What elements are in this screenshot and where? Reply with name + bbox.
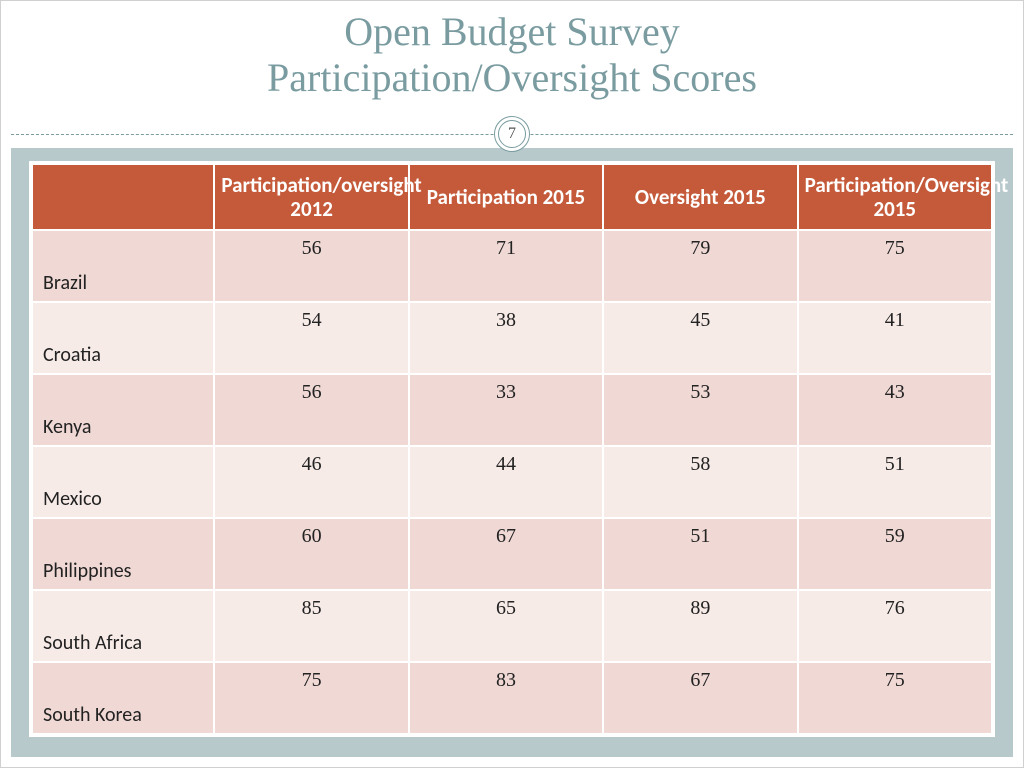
scores-table-wrap: Participation/oversight 2012 Participati…: [29, 161, 995, 737]
page-number-circle: 7: [494, 116, 530, 152]
header-2012: Participation/oversight 2012: [214, 164, 408, 230]
cell-value: 75: [214, 662, 408, 734]
cell-country: Brazil: [32, 230, 214, 302]
cell-value: 58: [603, 446, 797, 518]
cell-value: 44: [409, 446, 603, 518]
cell-value: 51: [798, 446, 992, 518]
cell-value: 60: [214, 518, 408, 590]
cell-country: Croatia: [32, 302, 214, 374]
cell-value: 75: [798, 662, 992, 734]
cell-value: 56: [214, 230, 408, 302]
page-number: 7: [498, 120, 526, 148]
cell-value: 51: [603, 518, 797, 590]
cell-value: 83: [409, 662, 603, 734]
cell-country: South Africa: [32, 590, 214, 662]
slide-title: Open Budget Survey Participation/Oversig…: [1, 9, 1023, 101]
cell-value: 76: [798, 590, 992, 662]
cell-value: 75: [798, 230, 992, 302]
title-area: Open Budget Survey Participation/Oversig…: [1, 1, 1023, 101]
cell-value: 79: [603, 230, 797, 302]
cell-country: South Korea: [32, 662, 214, 734]
table-row: South Africa 85 65 89 76: [32, 590, 992, 662]
header-country: [32, 164, 214, 230]
slide: Open Budget Survey Participation/Oversig…: [0, 0, 1024, 768]
title-line-1: Open Budget Survey: [344, 9, 680, 54]
cell-value: 53: [603, 374, 797, 446]
cell-value: 56: [214, 374, 408, 446]
table-header-row: Participation/oversight 2012 Participati…: [32, 164, 992, 230]
header-combined-2015: Participation/Oversight 2015: [798, 164, 992, 230]
cell-value: 41: [798, 302, 992, 374]
cell-value: 46: [214, 446, 408, 518]
cell-value: 85: [214, 590, 408, 662]
cell-value: 89: [603, 590, 797, 662]
cell-value: 45: [603, 302, 797, 374]
cell-value: 38: [409, 302, 603, 374]
table-body: Brazil 56 71 79 75 Croatia 54 38 45 41 K…: [32, 230, 992, 734]
table-row: Philippines 60 67 51 59: [32, 518, 992, 590]
table-row: Kenya 56 33 53 43: [32, 374, 992, 446]
cell-value: 33: [409, 374, 603, 446]
cell-value: 59: [798, 518, 992, 590]
cell-country: Kenya: [32, 374, 214, 446]
header-oversight-2015: Oversight 2015: [603, 164, 797, 230]
cell-country: Mexico: [32, 446, 214, 518]
scores-table: Participation/oversight 2012 Participati…: [31, 163, 993, 735]
cell-value: 43: [798, 374, 992, 446]
table-row: Brazil 56 71 79 75: [32, 230, 992, 302]
divider: 7: [11, 116, 1013, 156]
cell-country: Philippines: [32, 518, 214, 590]
table-row: Croatia 54 38 45 41: [32, 302, 992, 374]
title-line-2: Participation/Oversight Scores: [267, 55, 757, 100]
header-participation-2015: Participation 2015: [409, 164, 603, 230]
cell-value: 67: [409, 518, 603, 590]
table-row: Mexico 46 44 58 51: [32, 446, 992, 518]
table-row: South Korea 75 83 67 75: [32, 662, 992, 734]
cell-value: 67: [603, 662, 797, 734]
cell-value: 54: [214, 302, 408, 374]
cell-value: 65: [409, 590, 603, 662]
cell-value: 71: [409, 230, 603, 302]
